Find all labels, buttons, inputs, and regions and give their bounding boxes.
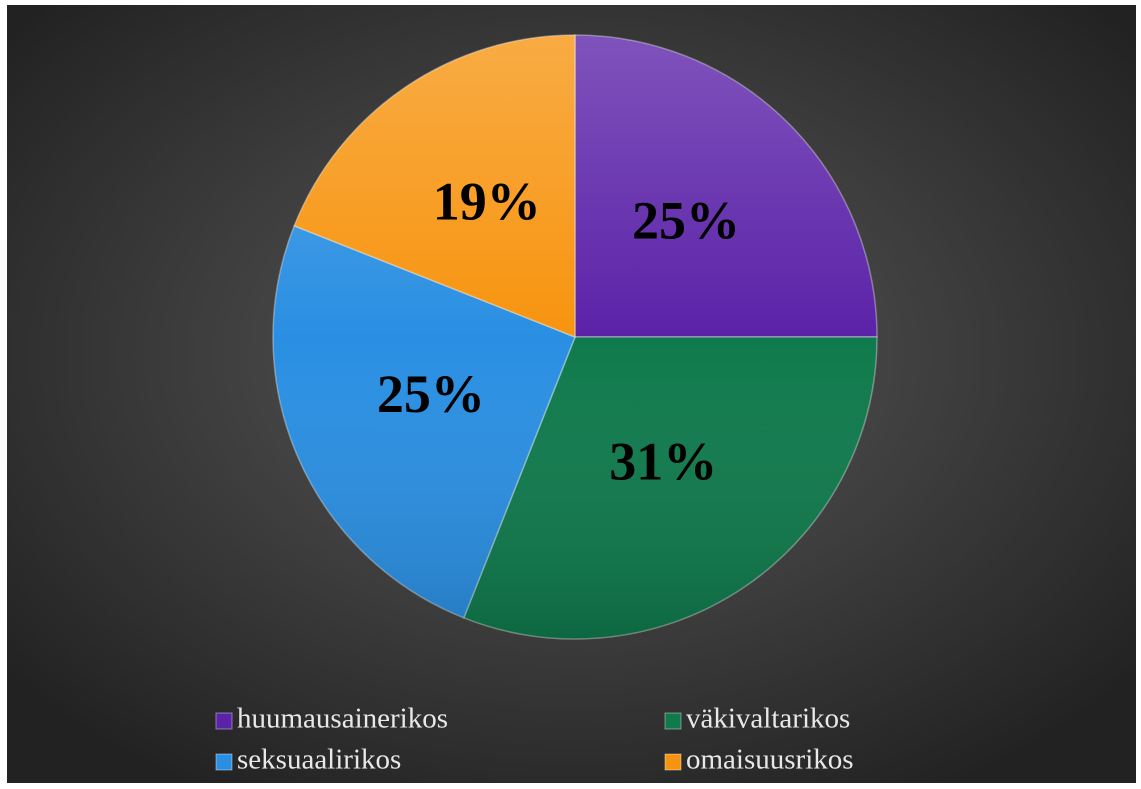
legend-swatch: [215, 753, 233, 771]
legend-label: omaisuusrikos: [686, 744, 854, 776]
data-label: 31%: [609, 431, 717, 491]
legend-swatch: [664, 712, 682, 730]
pie: [272, 34, 878, 640]
data-label: 19%: [433, 172, 541, 232]
data-labels: 25% 31% 25% 19%: [377, 172, 740, 492]
legend: huumausainerikos väkivaltarikos seksuaalir…: [215, 703, 854, 776]
legend-label: seksuaalirikos: [237, 744, 401, 776]
legend-swatch: [215, 712, 233, 730]
data-label: 25%: [632, 190, 740, 250]
legend-label: väkivaltarikos: [686, 703, 850, 735]
legend-swatch: [664, 753, 682, 771]
data-label: 25%: [377, 364, 485, 424]
legend-label: huumausainerikos: [237, 703, 448, 735]
